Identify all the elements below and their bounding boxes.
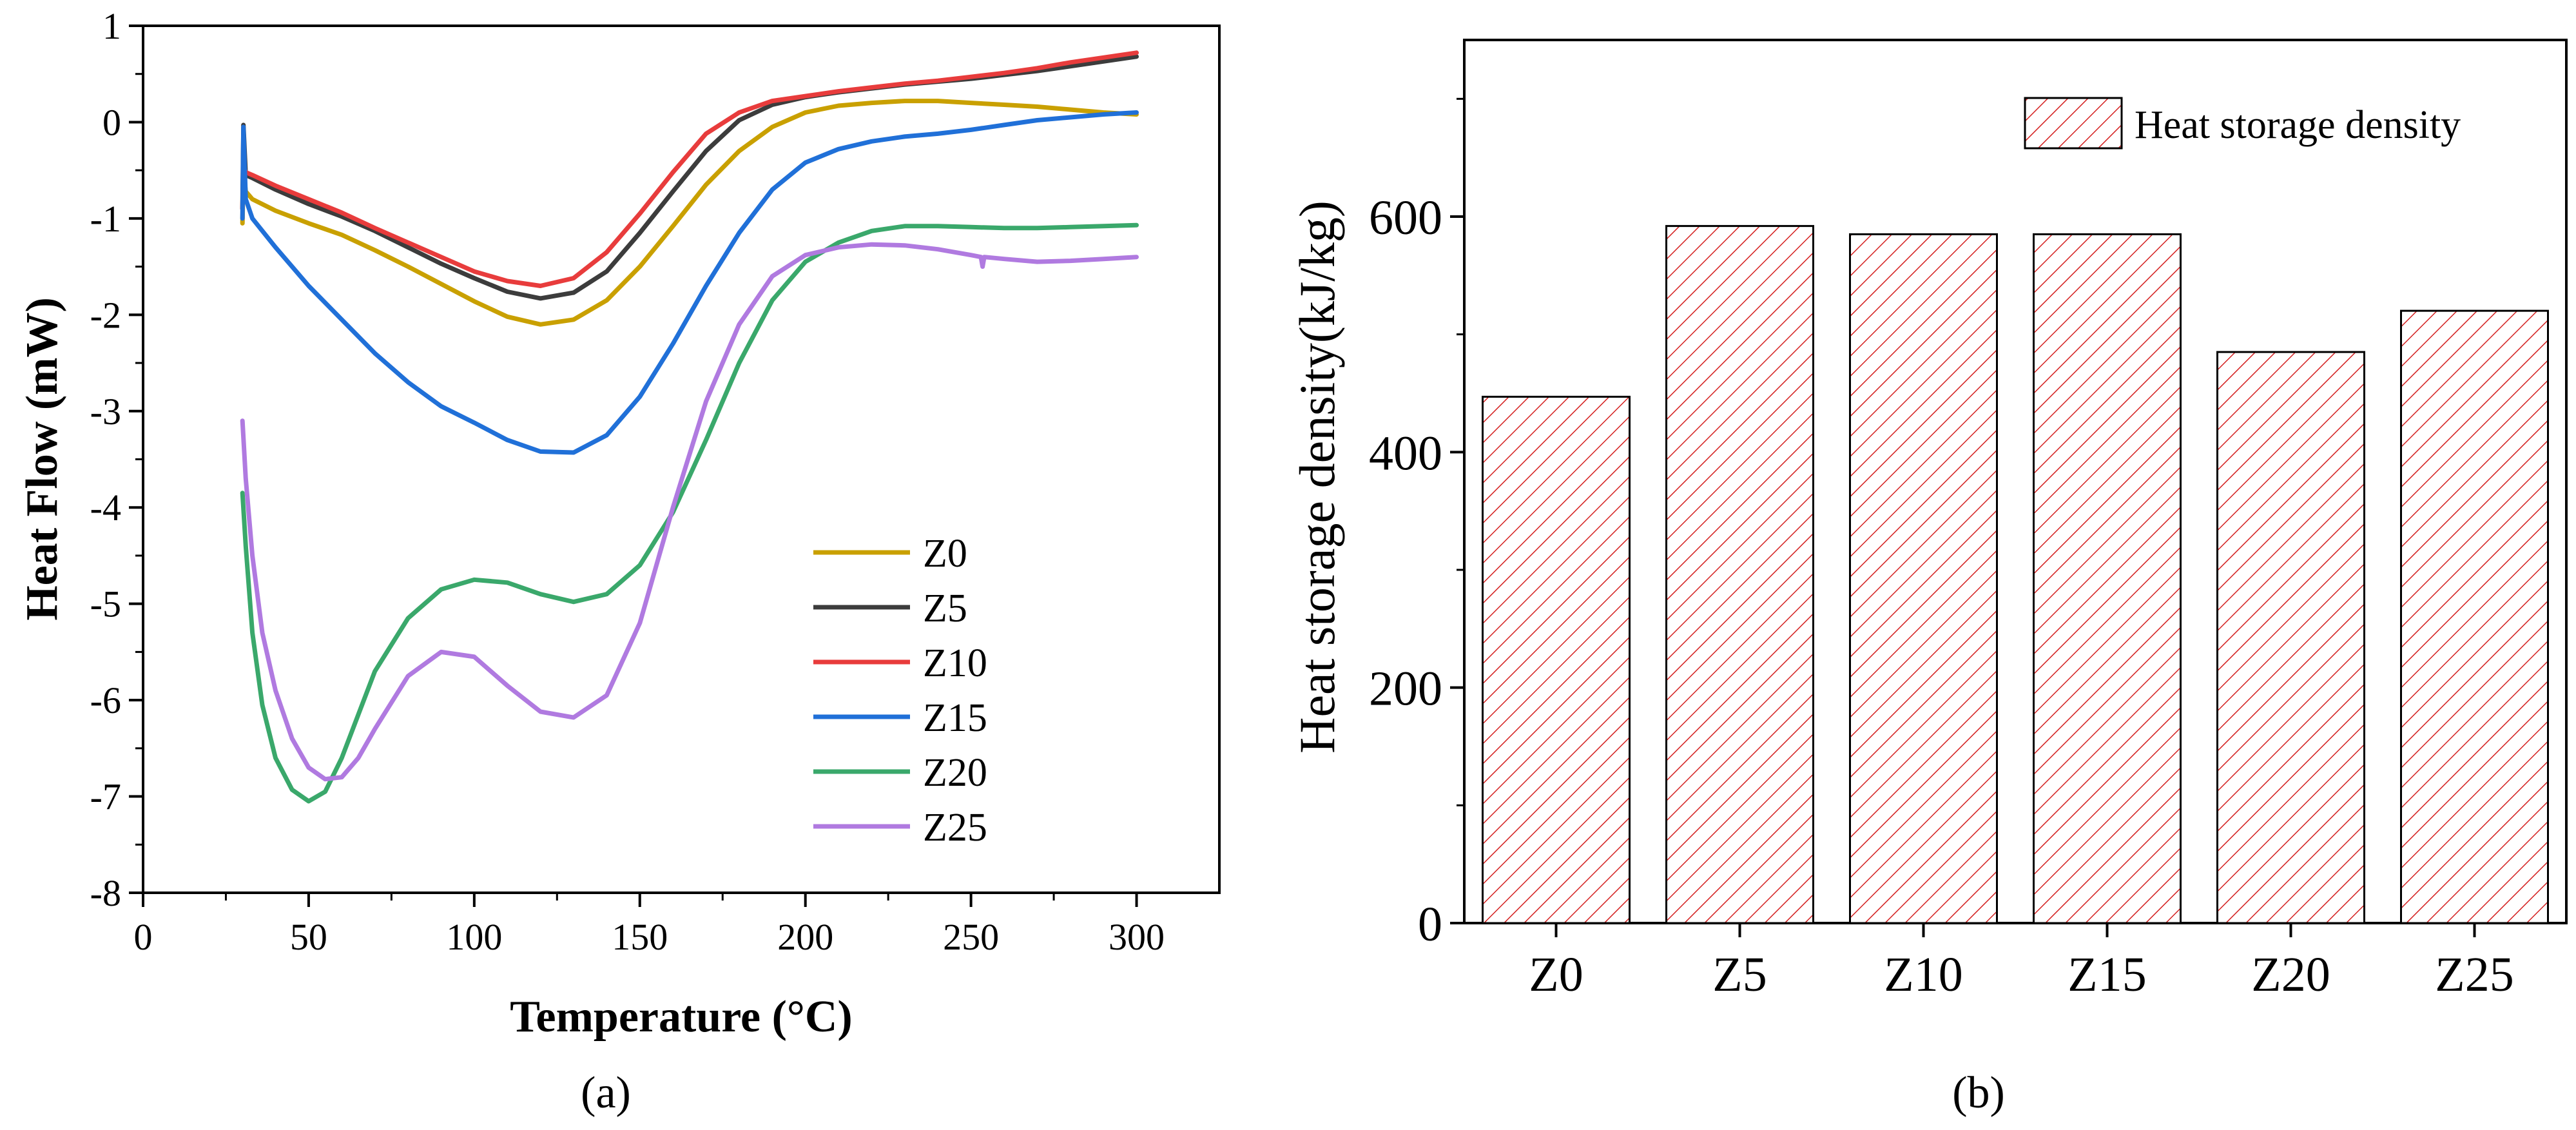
y-tick-label-a: -1 xyxy=(90,198,121,240)
y-tick-label-b: 600 xyxy=(1369,191,1442,245)
panel-label-a: (a) xyxy=(581,1068,631,1118)
bar-z5 xyxy=(1665,225,1814,924)
bar-z25 xyxy=(2400,309,2549,924)
y-tick-label-b: 0 xyxy=(1418,897,1442,951)
y-tick-label-a: -7 xyxy=(90,776,121,818)
y-tick-label-b: 200 xyxy=(1369,662,1442,716)
series-line-z10 xyxy=(240,50,1139,288)
axis-ticks-b: Z0 Z5 Z10 Z15 Z20 Z25 0 200 400 600 xyxy=(1369,97,2514,1002)
x-tick-label-z5: Z5 xyxy=(1712,948,1767,1002)
x-tick-label-z10: Z10 xyxy=(1884,948,1962,1002)
x-axis-label-a: Temperature (°C) xyxy=(510,992,853,1042)
y-axis-label-b: Heat storage density(kJ/kg) xyxy=(1289,200,1345,754)
panel-label-b: (b) xyxy=(1952,1068,2005,1118)
x-tick-label-a: 50 xyxy=(290,916,327,958)
legend-b: Heat storage density xyxy=(2024,97,2461,150)
y-tick-label-a: -3 xyxy=(90,391,121,433)
axis-ticks-a: 0 50 100 150 200 250 300 -8 -7 -6 -5 -4 -3 -2 -1 0 1 xyxy=(90,5,1165,958)
series-lines-a xyxy=(240,50,1139,804)
legend-label-z5: Z5 xyxy=(923,587,967,630)
x-tick-label-a: 150 xyxy=(612,916,668,958)
series-line-z20 xyxy=(240,222,1139,804)
series-line-z25 xyxy=(240,242,1139,782)
heat-storage-bar-chart: Z0 Z5 Z10 Z15 Z20 Z25 0 200 400 600 Heat storage … xyxy=(1289,39,2568,1118)
legend-label-heat-storage: Heat storage density xyxy=(2135,103,2461,147)
y-tick-label-a: 1 xyxy=(102,5,121,47)
x-tick-label-z25: Z25 xyxy=(2435,948,2513,1002)
legend-label-z20: Z20 xyxy=(923,751,987,795)
bar-z15 xyxy=(2033,233,2182,924)
y-tick-label-a: -6 xyxy=(90,679,121,721)
x-tick-label-z20: Z20 xyxy=(2251,948,2330,1002)
x-tick-label-a: 300 xyxy=(1109,916,1165,958)
y-tick-label-a: -2 xyxy=(90,294,121,336)
bar-z0 xyxy=(1482,395,1631,924)
x-tick-label-z15: Z15 xyxy=(2068,948,2146,1002)
legend-label-z25: Z25 xyxy=(923,806,987,850)
x-tick-label-a: 200 xyxy=(777,916,833,958)
legend-label-z15: Z15 xyxy=(923,696,987,740)
y-tick-label-a: -5 xyxy=(90,583,121,625)
legend-a: Z0 Z5 Z10 Z15 Z20 Z25 xyxy=(813,532,987,850)
series-line-z5 xyxy=(240,54,1139,301)
bar-z10 xyxy=(1849,233,1998,924)
x-tick-label-z0: Z0 xyxy=(1529,948,1583,1002)
y-tick-label-a: -8 xyxy=(90,872,121,914)
series-line-z15 xyxy=(240,110,1139,455)
legend-label-z0: Z0 xyxy=(923,532,967,576)
heat-flow-chart: 0 50 100 150 200 250 300-8-7-6-5-4-3-2-101 Z0Z… xyxy=(17,5,1221,1118)
bars-b xyxy=(1482,225,2549,924)
plot-frame-b xyxy=(1463,39,2568,924)
y-tick-label-b: 400 xyxy=(1369,426,1442,480)
legend-label-z10: Z10 xyxy=(923,641,987,685)
x-tick-label-a: 100 xyxy=(446,916,502,958)
y-axis-label-a: Heat Flow (mW) xyxy=(17,297,67,621)
x-tick-label-a: 0 xyxy=(134,916,153,958)
bar-z20 xyxy=(2216,351,2365,924)
legend-swatch-heat-storage xyxy=(2024,97,2123,150)
x-tick-label-a: 250 xyxy=(943,916,999,958)
y-tick-label-a: 0 xyxy=(102,101,121,143)
y-tick-label-a: -4 xyxy=(90,487,121,529)
series-line-z0 xyxy=(240,99,1139,327)
